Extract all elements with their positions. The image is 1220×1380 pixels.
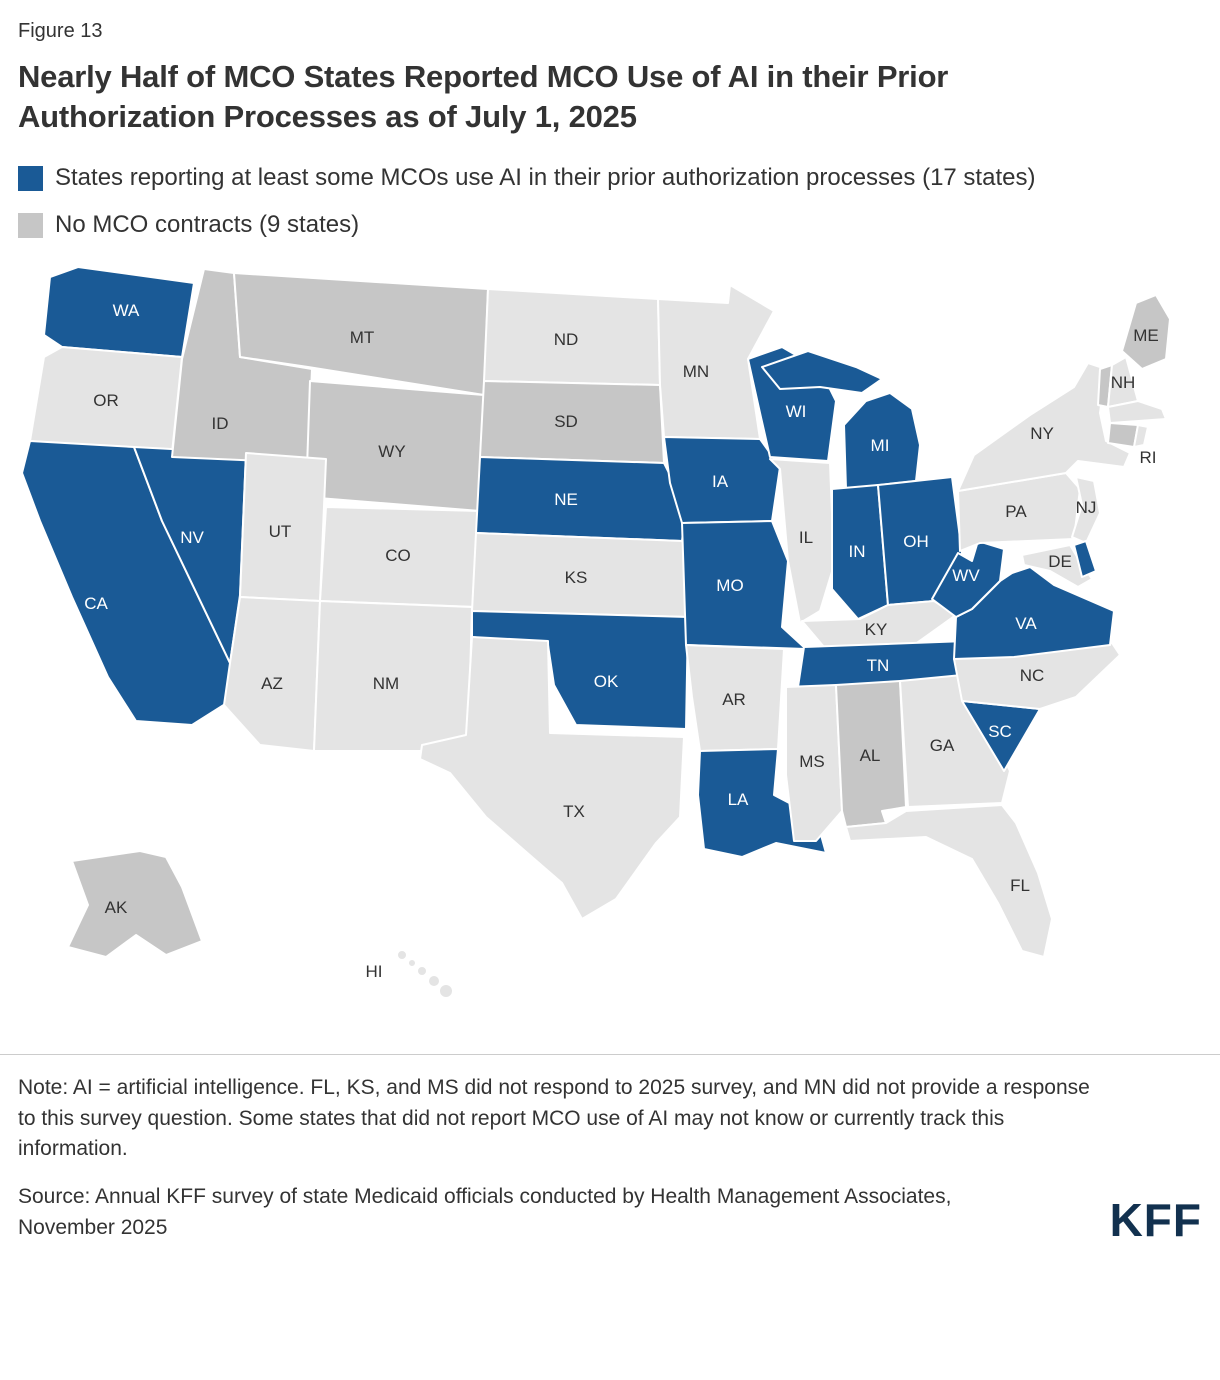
- kff-logo: KFF: [1109, 1194, 1202, 1247]
- state-label-ne: NE: [554, 490, 578, 509]
- page-title: Nearly Half of MCO States Reported MCO U…: [18, 59, 949, 134]
- state-label-sc: SC: [988, 722, 1012, 741]
- state-label-la: LA: [728, 790, 749, 809]
- state-label-wi: WI: [786, 402, 807, 421]
- state-label-pa: PA: [1005, 502, 1027, 521]
- legend-label-ai-use: States reporting at least some MCOs use …: [55, 164, 1036, 192]
- state-hi-island: [396, 949, 408, 962]
- state-label-wa: WA: [113, 301, 140, 320]
- state-hi-island: [438, 983, 454, 1000]
- note-text: Note: AI = artificial intelligence. FL, …: [18, 1076, 1090, 1160]
- figure-header: Figure 13 Nearly Half of MCO States Repo…: [0, 0, 1220, 241]
- us-map-container: WA OR ID MT ND MN WI MI SD WY NV CA UT C…: [14, 255, 1220, 1020]
- state-ny: [957, 362, 1131, 493]
- state-label-tn: TN: [867, 656, 890, 675]
- state-label-ia: IA: [712, 472, 729, 491]
- state-label-ms: MS: [799, 752, 825, 771]
- state-label-ri: RI: [1140, 448, 1157, 467]
- state-mt: [233, 272, 489, 397]
- state-labels: WA OR ID MT ND MN WI MI SD WY NV CA UT C…: [84, 301, 1159, 981]
- state-label-or: OR: [93, 391, 119, 410]
- state-ri: [1133, 424, 1149, 449]
- legend-label-no-mco: No MCO contracts (9 states): [55, 210, 360, 238]
- figure-number: Figure 13: [18, 20, 103, 42]
- legend-item-no-mco: No MCO contracts (9 states): [18, 209, 1202, 241]
- state-wv: [931, 540, 1005, 619]
- source-row: Source: Annual KFF survey of state Medic…: [18, 1182, 1202, 1243]
- state-label-mt: MT: [350, 328, 375, 347]
- state-label-ca: CA: [84, 594, 108, 613]
- state-label-ky: KY: [865, 620, 888, 639]
- state-label-nh: NH: [1111, 373, 1136, 392]
- state-ma: [1107, 400, 1167, 425]
- state-label-va: VA: [1015, 614, 1037, 633]
- state-label-sd: SD: [554, 412, 578, 431]
- state-md: [1021, 544, 1093, 589]
- source-text: Source: Annual KFF survey of state Medic…: [18, 1185, 952, 1239]
- state-label-ny: NY: [1030, 424, 1054, 443]
- legend-swatch-gray: [18, 212, 43, 238]
- state-label-de: DE: [1048, 552, 1072, 571]
- state-label-ar: AR: [722, 690, 746, 709]
- state-label-oh: OH: [903, 532, 929, 551]
- state-label-nm: NM: [373, 674, 399, 693]
- state-label-ga: GA: [930, 736, 955, 755]
- state-label-nd: ND: [554, 330, 579, 349]
- state-label-ok: OK: [594, 672, 619, 691]
- state-label-mn: MN: [683, 362, 709, 381]
- state-label-ut: UT: [269, 522, 292, 541]
- state-label-in: IN: [849, 542, 866, 561]
- state-nc: [953, 642, 1121, 711]
- legend: States reporting at least some MCOs use …: [18, 162, 1202, 241]
- state-label-fl: FL: [1010, 876, 1030, 895]
- state-label-az: AZ: [261, 674, 283, 693]
- state-ct: [1107, 422, 1139, 449]
- state-label-ak: AK: [105, 898, 128, 917]
- state-label-mi: MI: [871, 436, 890, 455]
- state-label-nc: NC: [1020, 666, 1045, 685]
- state-mi-upper: [761, 350, 883, 395]
- state-label-ks: KS: [565, 568, 588, 587]
- us-choropleth-map: WA OR ID MT ND MN WI MI SD WY NV CA UT C…: [21, 266, 1171, 1000]
- state-hi-island: [407, 958, 417, 969]
- state-il: [769, 458, 835, 625]
- state-label-il: IL: [799, 528, 813, 547]
- legend-item-ai-use: States reporting at least some MCOs use …: [18, 162, 1202, 194]
- state-ak: [67, 850, 203, 959]
- state-fl: [845, 804, 1053, 959]
- state-tx: [419, 636, 685, 921]
- state-label-wy: WY: [378, 442, 405, 461]
- state-label-nj: NJ: [1076, 498, 1097, 517]
- state-label-me: ME: [1133, 326, 1159, 345]
- state-label-al: AL: [860, 746, 881, 765]
- state-hi-island: [416, 965, 428, 978]
- state-de: [1073, 540, 1097, 579]
- state-shapes: [21, 266, 1171, 1000]
- state-label-co: CO: [385, 546, 411, 565]
- legend-swatch-blue: [18, 166, 43, 192]
- state-me: [1121, 294, 1171, 371]
- state-label-wv: WV: [952, 566, 980, 585]
- figure-footer: Note: AI = artificial intelligence. FL, …: [0, 1054, 1220, 1243]
- state-hi-island: [427, 974, 441, 989]
- state-ne: [475, 456, 687, 543]
- state-label-mo: MO: [716, 576, 743, 595]
- state-label-id: ID: [212, 414, 229, 433]
- state-label-nv: NV: [180, 528, 204, 547]
- state-label-tx: TX: [563, 802, 585, 821]
- state-label-hi: HI: [366, 962, 383, 981]
